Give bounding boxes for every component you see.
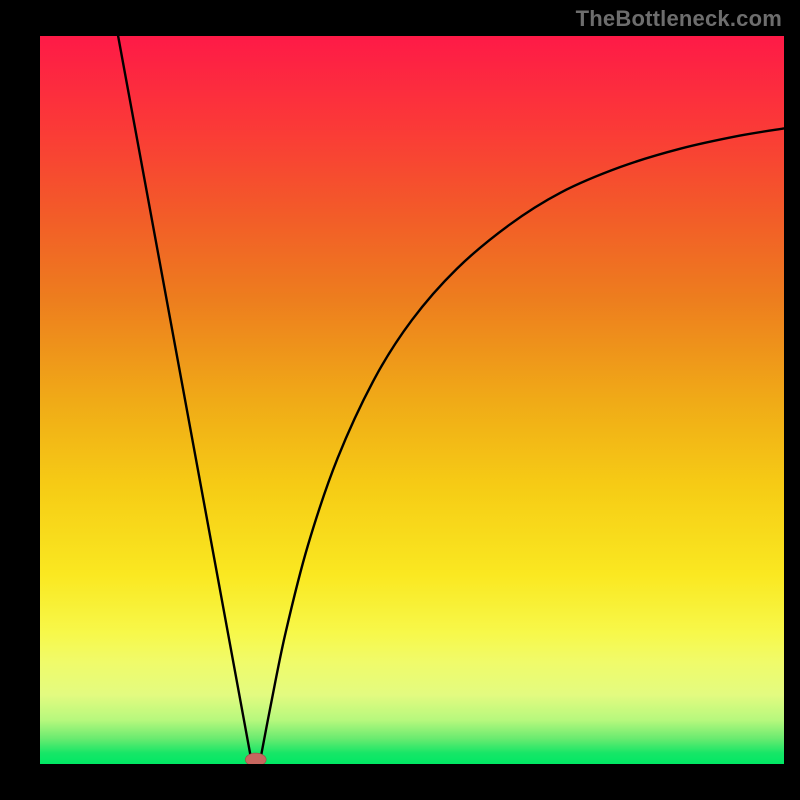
- gradient-background: [40, 36, 784, 764]
- chart-frame: TheBottleneck.com: [0, 0, 800, 800]
- watermark-text: TheBottleneck.com: [576, 6, 782, 32]
- curve-minimum-marker: [245, 753, 266, 764]
- plot-area: [40, 36, 784, 764]
- plot-svg: [40, 36, 784, 764]
